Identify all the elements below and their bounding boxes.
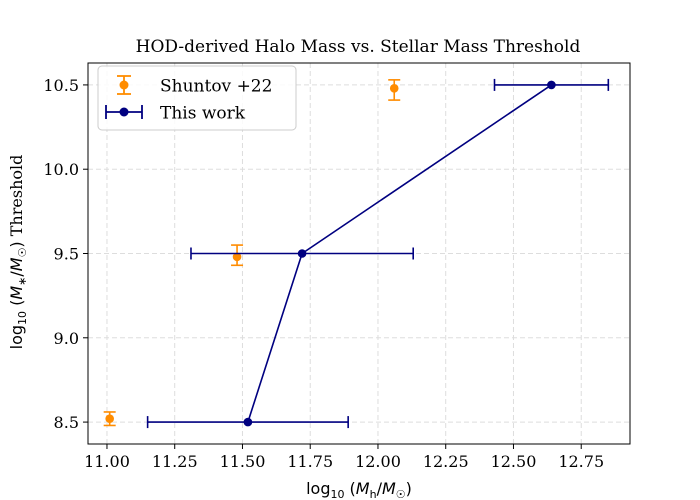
data-point <box>105 414 114 424</box>
plot-area <box>103 78 610 429</box>
x-tick-label: 12.25 <box>423 452 469 471</box>
data-point <box>232 252 242 262</box>
chart-title: HOD-derived Halo Mass vs. Stellar Mass T… <box>136 37 581 57</box>
legend-label-this-work: This work <box>160 104 246 124</box>
y-tick-label: 10.0 <box>43 160 79 179</box>
legend-marker-shuntov <box>117 75 131 95</box>
y-tick-label: 10.5 <box>43 76 79 95</box>
y-tick-label: 8.5 <box>54 413 79 432</box>
x-tick-label: 11.75 <box>287 452 333 471</box>
data-point <box>297 249 307 258</box>
legend-label-shuntov: Shuntov +22 <box>160 77 272 97</box>
data-point <box>547 80 556 90</box>
x-tick-label: 12.50 <box>491 452 537 471</box>
legend: Shuntov +22 This work <box>97 65 297 131</box>
x-tick-label: 11.00 <box>84 452 130 471</box>
y-axis-label: log10 (M∗/M☉) Threshold <box>7 155 29 350</box>
legend-marker-this-work <box>105 105 143 119</box>
x-tick-label: 12.75 <box>558 452 604 471</box>
x-tick-label: 11.25 <box>152 452 198 471</box>
data-point <box>243 417 253 427</box>
legend-box <box>97 65 297 131</box>
x-tick-label: 11.50 <box>220 452 266 471</box>
y-tick-label: 9.0 <box>54 329 79 348</box>
axis-ticks: 11.00 11.25 11.50 11.75 12.00 12.25 12.50 12.75… <box>43 76 604 471</box>
y-tick-label: 9.5 <box>54 245 79 264</box>
x-tick-label: 12.00 <box>355 452 401 471</box>
data-point <box>389 83 399 93</box>
